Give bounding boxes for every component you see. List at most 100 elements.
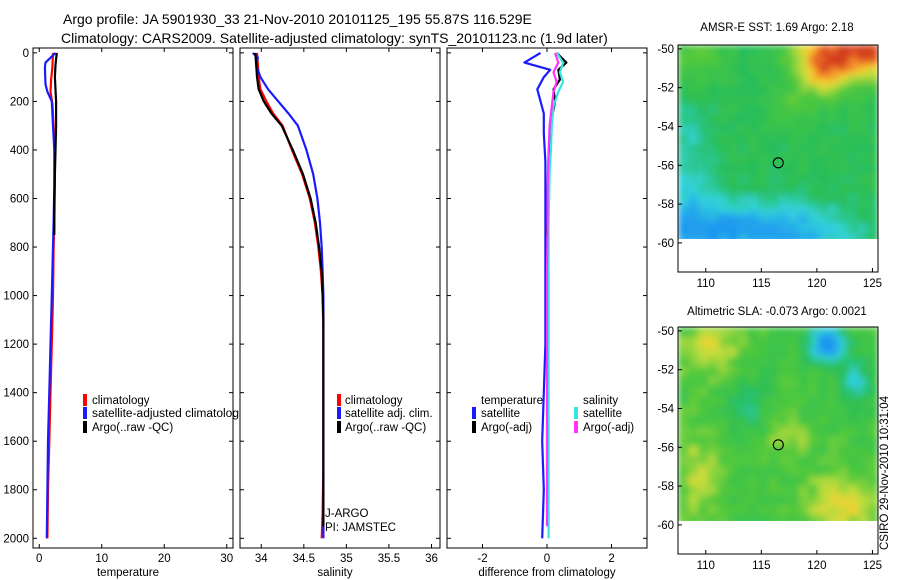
lat-tick-label: -56 bbox=[657, 442, 674, 454]
map-cell bbox=[768, 450, 774, 457]
map-cell bbox=[708, 203, 714, 209]
map-cell bbox=[808, 515, 814, 521]
temperature-series bbox=[43, 52, 58, 539]
map-cell bbox=[803, 485, 809, 491]
map-cell bbox=[808, 183, 814, 190]
map-cell bbox=[763, 515, 769, 521]
y-tick-label: 1200 bbox=[3, 339, 29, 351]
map-cell bbox=[873, 139, 878, 145]
map-cell bbox=[693, 54, 699, 61]
map-cell bbox=[828, 143, 834, 150]
map-cell bbox=[768, 208, 774, 214]
map-cell bbox=[773, 54, 779, 61]
map-cell bbox=[748, 495, 754, 501]
map-cell bbox=[848, 465, 854, 472]
map-cell bbox=[863, 139, 869, 145]
map-cell bbox=[808, 495, 814, 501]
map-cell bbox=[713, 440, 719, 447]
map-cell bbox=[853, 465, 859, 472]
map-cell bbox=[793, 455, 799, 462]
sst-axes-box bbox=[677, 44, 879, 273]
map-cell bbox=[843, 356, 849, 363]
map-cell bbox=[833, 485, 839, 491]
map-cell bbox=[698, 79, 704, 86]
map-cell bbox=[758, 490, 764, 496]
map-cell bbox=[808, 386, 814, 392]
map-cell bbox=[703, 381, 709, 387]
map-cell bbox=[798, 94, 804, 101]
map-cell bbox=[783, 430, 789, 437]
map-cell bbox=[703, 193, 709, 199]
map-cell bbox=[868, 495, 874, 501]
map-cell bbox=[743, 79, 749, 86]
legend-label-satellite: satellite adj. clim. bbox=[345, 408, 433, 420]
map-cell bbox=[703, 49, 709, 56]
map-cell bbox=[858, 465, 864, 472]
map-cell bbox=[863, 371, 869, 378]
map-cell bbox=[818, 450, 824, 457]
map-cell bbox=[793, 223, 799, 229]
map-cell bbox=[688, 69, 694, 76]
map-cell bbox=[843, 233, 849, 239]
map-cell bbox=[723, 425, 729, 432]
map-cell bbox=[838, 440, 844, 447]
map-cell bbox=[858, 336, 864, 343]
map-cell bbox=[793, 84, 799, 91]
map-cell bbox=[803, 223, 809, 229]
map-cell bbox=[738, 74, 744, 81]
map-cell bbox=[798, 495, 804, 501]
map-cell bbox=[768, 485, 774, 491]
map-cell bbox=[853, 124, 859, 130]
map-cell bbox=[748, 89, 754, 96]
map-cell bbox=[813, 198, 819, 204]
map-cell bbox=[718, 480, 724, 486]
map-cell bbox=[783, 327, 789, 333]
map-cell bbox=[753, 183, 759, 190]
map-cell bbox=[703, 218, 709, 224]
map-cell bbox=[698, 223, 704, 229]
map-cell bbox=[873, 183, 878, 190]
map-cell bbox=[843, 173, 849, 180]
map-cell bbox=[803, 421, 809, 427]
map-cell bbox=[768, 218, 774, 224]
map-cell bbox=[863, 430, 869, 437]
map-cell bbox=[868, 64, 874, 71]
legend-label-climatology: climatology bbox=[345, 395, 403, 407]
map-cell bbox=[743, 49, 749, 56]
map-cell bbox=[858, 218, 864, 224]
map-cell bbox=[868, 396, 874, 402]
map-cell bbox=[728, 425, 734, 432]
map-cell bbox=[798, 54, 804, 61]
legend-swatch-argo bbox=[337, 421, 341, 433]
map-cell bbox=[783, 153, 789, 160]
map-cell bbox=[803, 139, 809, 145]
map-cell bbox=[793, 401, 799, 407]
map-cell bbox=[713, 188, 719, 195]
map-cell bbox=[778, 173, 784, 180]
map-cell bbox=[728, 173, 734, 180]
map-cell bbox=[693, 158, 699, 165]
map-cell bbox=[738, 223, 744, 229]
map-cell bbox=[798, 406, 804, 412]
map-cell bbox=[678, 331, 684, 338]
map-cell bbox=[718, 510, 724, 516]
map-cell bbox=[848, 173, 854, 180]
map-cell bbox=[848, 203, 854, 209]
map-cell bbox=[698, 435, 704, 442]
map-cell bbox=[753, 386, 759, 392]
series-line-temperature-satellite bbox=[523, 51, 552, 539]
map-cell bbox=[783, 475, 789, 481]
map-cell bbox=[828, 515, 834, 521]
map-cell bbox=[813, 237, 819, 239]
map-cell bbox=[778, 381, 784, 387]
map-cell bbox=[873, 188, 878, 195]
map-cell bbox=[818, 346, 824, 353]
map-cell bbox=[808, 351, 814, 358]
map-cell bbox=[868, 376, 874, 383]
map-cell bbox=[793, 396, 799, 402]
map-cell bbox=[783, 406, 789, 412]
map-cell bbox=[793, 406, 799, 412]
map-cell bbox=[688, 104, 694, 110]
map-cell bbox=[793, 49, 799, 56]
y-tick-label: 400 bbox=[10, 145, 29, 157]
